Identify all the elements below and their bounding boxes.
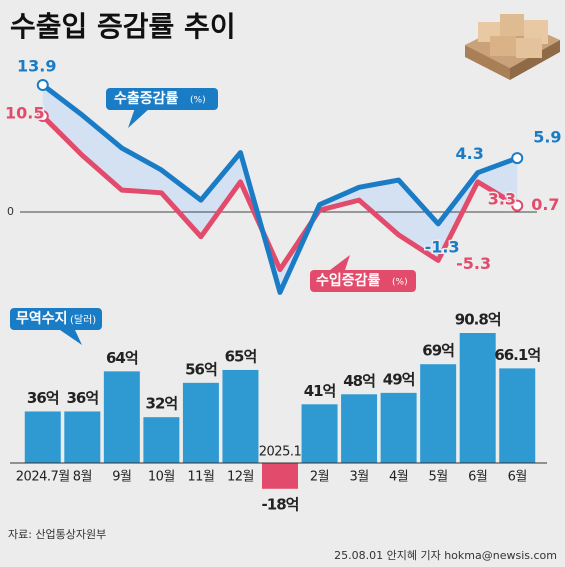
value-label: -5.3 <box>456 254 491 273</box>
end-marker <box>36 110 49 123</box>
value-label: 90.8억 <box>455 311 501 329</box>
value-label: 0.7 <box>531 195 559 214</box>
value-label: -1.3 <box>425 237 460 256</box>
credit: 25.08.01 안지혜 기자 hokma@newsis.com <box>334 549 557 562</box>
bar <box>262 463 298 489</box>
x-tick-label: 3월 <box>349 470 368 485</box>
legend-label: 수입증감률 <box>316 272 381 289</box>
value-label: 32억 <box>146 395 178 413</box>
bar-unit: (달러) <box>70 314 96 326</box>
bar <box>301 404 338 463</box>
bar <box>103 371 140 463</box>
bar <box>499 368 536 463</box>
end-marker <box>511 199 524 212</box>
bar <box>341 394 378 463</box>
value-label: -18억 <box>262 495 299 513</box>
value-label: 41억 <box>304 382 336 400</box>
value-label: 10.5 <box>5 104 44 123</box>
value-label: 48억 <box>343 372 375 390</box>
x-tick-label: 12월 <box>227 470 254 485</box>
value-label: 36억 <box>66 389 98 407</box>
legend-unit: (%) <box>190 96 206 106</box>
boxes-icon <box>465 14 560 80</box>
x-tick-label: 10월 <box>148 470 175 485</box>
legend-label: 수출증감률 <box>114 90 179 107</box>
bar <box>182 382 219 463</box>
bar <box>64 411 101 463</box>
x-tick-label: 4월 <box>389 470 408 485</box>
value-label: 5.9 <box>533 128 561 147</box>
value-label: 49억 <box>383 370 415 388</box>
end-marker <box>36 79 49 91</box>
import-legend: 수입증감률 (%) <box>310 255 416 292</box>
value-label: 56억 <box>185 360 217 378</box>
x-tick-label: 2024.7월 <box>16 470 70 485</box>
title: 수출입 증감률 추이 <box>10 10 236 43</box>
legend-unit: (%) <box>392 278 408 288</box>
x-tick-label: 8월 <box>73 470 92 485</box>
x-tick-label: 6월 <box>468 470 487 485</box>
x-tick-label: 2월 <box>310 470 329 485</box>
series-line <box>41 83 519 295</box>
bar-title: 무역수지 <box>16 310 68 327</box>
bar-legend: 무역수지 (달러) <box>10 308 102 345</box>
value-label: 36억 <box>27 389 59 407</box>
bar <box>380 392 417 463</box>
bar <box>459 333 496 463</box>
bar <box>24 411 61 463</box>
value-label: 13.9 <box>17 57 56 76</box>
x-tick-label: 11월 <box>187 470 214 485</box>
x-tick-label: 6월 <box>508 470 527 485</box>
export-legend: 수출증감률 (%) <box>106 88 218 128</box>
value-label: 66.1억 <box>494 346 540 364</box>
area-between <box>42 85 518 293</box>
value-label: 3.3 <box>488 189 516 208</box>
x-tick-label: 2025.1 <box>259 445 302 460</box>
value-label: 4.3 <box>456 144 484 163</box>
bar <box>143 417 180 463</box>
y-tick-label: 0 <box>7 205 14 218</box>
end-marker <box>511 152 524 165</box>
x-tick-label: 9월 <box>112 470 131 485</box>
source: 자료: 산업통상자원부 <box>8 528 106 541</box>
bar <box>222 369 259 463</box>
value-label: 64억 <box>106 349 138 367</box>
series-line <box>41 114 519 273</box>
bar <box>420 364 457 463</box>
x-tick-label: 5월 <box>429 470 448 485</box>
value-label: 69억 <box>422 342 454 360</box>
value-label: 65억 <box>225 347 257 365</box>
